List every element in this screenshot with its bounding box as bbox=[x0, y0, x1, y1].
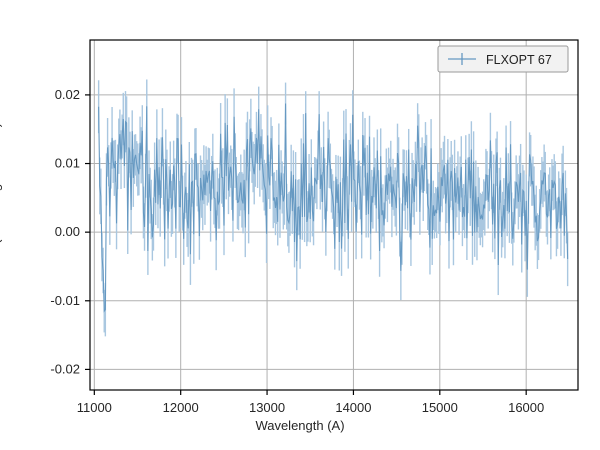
legend-group[interactable]: FLXOPT 67 bbox=[438, 46, 568, 72]
y-tick-label-0: 0.00 bbox=[55, 224, 80, 239]
x-tick-label-12000: 12000 bbox=[163, 400, 199, 415]
y-tick-label-0.01: 0.01 bbox=[55, 156, 80, 171]
spectrum-plot-svg: 11000 12000 13000 14000 15000 16000 -0.02 -0.01… bbox=[0, 0, 600, 450]
x-tick-label-13000: 13000 bbox=[249, 400, 285, 415]
x-tick-label-15000: 15000 bbox=[422, 400, 458, 415]
y-tick-label--0.01: -0.01 bbox=[50, 293, 80, 308]
y-tick-label-0.02: 0.02 bbox=[55, 87, 80, 102]
x-tick-label-11000: 11000 bbox=[77, 400, 112, 415]
y-axis-label: Flux (1e-17 erg/s/cm^2/A) bbox=[0, 48, 3, 348]
y-tick-label--0.02: -0.02 bbox=[50, 361, 80, 376]
data-series-group[interactable] bbox=[99, 79, 568, 336]
legend-label: FLXOPT 67 bbox=[486, 53, 552, 67]
chart-container: 11000 12000 13000 14000 15000 16000 -0.02 -0.01… bbox=[0, 0, 600, 450]
x-tick-label-14000: 14000 bbox=[335, 400, 371, 415]
x-axis-label: Wavelength (A) bbox=[0, 418, 600, 433]
x-tick-label-16000: 16000 bbox=[508, 400, 544, 415]
